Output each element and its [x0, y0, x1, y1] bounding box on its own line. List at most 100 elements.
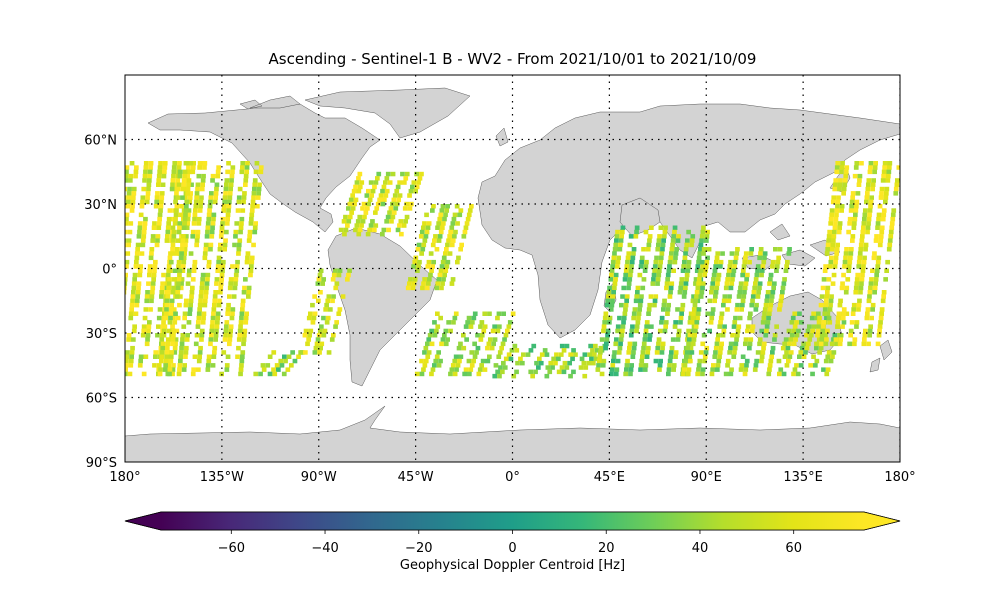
observation-cell	[681, 264, 686, 269]
observation-cell	[384, 176, 390, 181]
observation-cell	[165, 229, 171, 235]
observation-cell	[171, 315, 176, 321]
observation-cell	[216, 259, 221, 265]
observation-cell	[764, 298, 770, 304]
observation-cell	[394, 188, 400, 194]
observation-cell	[696, 255, 702, 261]
observation-cell	[656, 242, 661, 248]
observation-cell	[747, 345, 752, 351]
observation-cell	[442, 333, 447, 338]
observation-cell	[676, 328, 682, 334]
observation-cell	[670, 337, 676, 342]
observation-cell	[651, 277, 656, 282]
observation-cell	[226, 161, 231, 166]
observation-cell	[128, 311, 134, 316]
observation-cell	[683, 251, 688, 256]
observation-cell	[865, 229, 870, 235]
observation-cell	[622, 311, 628, 316]
observation-cell	[216, 255, 222, 261]
observation-cell	[196, 320, 201, 325]
observation-cell	[240, 208, 246, 213]
observation-cell	[700, 341, 706, 347]
observation-cell	[698, 268, 704, 273]
colorbar-tick-label: 40	[692, 541, 709, 556]
observation-cell	[313, 345, 319, 351]
observation-cell	[620, 294, 625, 299]
observation-cell	[149, 298, 154, 304]
observation-cell	[177, 363, 183, 368]
observation-cell	[360, 219, 366, 224]
observation-cell	[359, 223, 364, 228]
observation-cell	[244, 311, 249, 316]
observation-cell	[589, 356, 594, 362]
observation-cell	[611, 290, 616, 295]
observation-cell	[442, 272, 447, 278]
observation-cell	[654, 350, 660, 355]
observation-cell	[230, 169, 235, 175]
observation-cell	[615, 358, 621, 364]
observation-cell	[629, 259, 635, 265]
observation-cell	[658, 225, 664, 230]
observation-cell	[126, 337, 131, 342]
observation-cell	[208, 247, 213, 252]
observation-cell	[639, 259, 644, 265]
observation-cell	[125, 221, 129, 226]
observation-cell	[116, 342, 121, 347]
observation-cell	[602, 315, 608, 321]
observation-cell	[728, 345, 733, 351]
observation-cell	[875, 225, 880, 230]
observation-cell	[224, 363, 230, 368]
observation-cell	[855, 191, 861, 196]
observation-cell	[232, 242, 237, 248]
observation-cell	[488, 337, 493, 342]
observation-cell	[621, 320, 626, 325]
observation-cell	[822, 268, 828, 273]
observation-cell	[419, 229, 425, 235]
observation-cell	[686, 328, 691, 334]
observation-cell	[695, 311, 701, 316]
land-masses	[125, 87, 900, 462]
observation-cell	[628, 272, 633, 278]
observation-cell	[212, 298, 218, 304]
observation-cell	[168, 358, 174, 364]
observation-cell	[609, 272, 614, 278]
observation-cell	[878, 320, 883, 325]
observation-cell	[744, 363, 749, 368]
observation-cell	[466, 358, 472, 364]
observation-cell	[183, 242, 188, 248]
observation-cell	[711, 363, 716, 368]
observation-cell	[703, 264, 709, 269]
observation-cell	[807, 324, 812, 329]
colorbar-tick-label: 0	[508, 541, 516, 556]
observation-cell	[702, 358, 707, 364]
observation-cell	[754, 302, 759, 308]
observation-cell	[839, 285, 845, 291]
observation-cell	[743, 367, 749, 372]
observation-cell	[185, 173, 190, 179]
observation-cell	[185, 333, 190, 338]
observation-cell	[500, 341, 506, 347]
observation-cell	[243, 315, 249, 321]
observation-cell	[221, 350, 227, 355]
observation-cell	[198, 298, 203, 304]
observation-cell	[653, 294, 659, 299]
observation-cell	[111, 350, 116, 355]
observation-cell	[271, 350, 277, 355]
observation-cell	[279, 363, 285, 368]
observation-cell	[441, 221, 446, 226]
observation-cell	[137, 272, 143, 278]
observation-cell	[151, 225, 157, 230]
observation-cell	[856, 264, 862, 269]
observation-cell	[214, 328, 219, 334]
observation-cell	[770, 259, 776, 265]
observation-cell	[216, 165, 221, 170]
observation-cell	[612, 281, 618, 286]
observation-cell	[784, 264, 789, 269]
observation-cell	[669, 345, 675, 351]
observation-cell	[642, 337, 648, 342]
observation-cell	[205, 363, 211, 368]
observation-cell	[824, 315, 829, 321]
observation-cell	[455, 259, 460, 265]
longitude-labels: 180° 135°W 90°W 45°W 0° 45°E 90°E 135°E 180°	[109, 470, 915, 485]
observation-cell	[641, 247, 646, 252]
